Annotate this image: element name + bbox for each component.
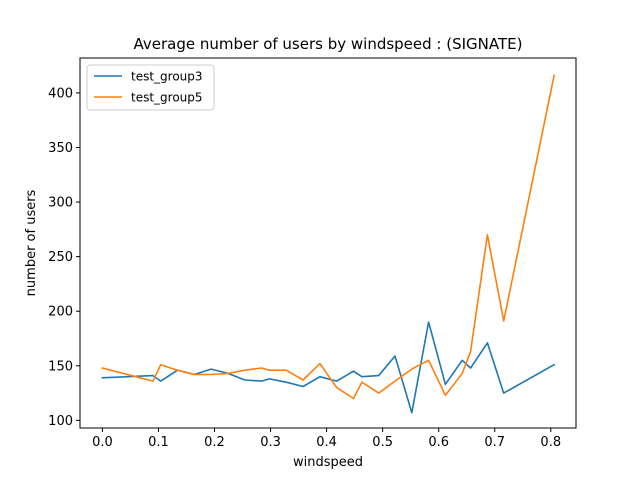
y-axis-label: number of users xyxy=(24,189,39,296)
x-tick-label: 0.4 xyxy=(316,435,337,450)
y-tick-label: 400 xyxy=(48,86,73,101)
legend-label-test_group3: test_group3 xyxy=(131,70,203,84)
x-tick-label: 0.5 xyxy=(372,435,393,450)
x-axis: 0.0 0.1 0.2 0.3 0.4 0.5 0.6 0.7 0.8 xyxy=(92,428,561,450)
x-tick-label: 0.7 xyxy=(484,435,505,450)
x-tick-label: 0.0 xyxy=(92,435,113,450)
y-tick-label: 300 xyxy=(48,196,73,211)
y-tick-label: 250 xyxy=(48,250,73,265)
y-tick-label: 150 xyxy=(48,359,73,374)
plot-frame xyxy=(79,57,577,429)
y-tick-label: 100 xyxy=(48,414,73,429)
y-tick-label: 200 xyxy=(48,305,73,320)
x-axis-label: windspeed xyxy=(293,455,363,470)
legend-label-test_group5: test_group5 xyxy=(131,91,203,105)
series-line-test_group5 xyxy=(101,74,556,400)
series-line-test_group3 xyxy=(101,321,556,414)
x-tick-label: 0.1 xyxy=(148,435,169,450)
x-tick-label: 0.6 xyxy=(428,435,449,450)
y-tick-label: 350 xyxy=(48,141,73,156)
x-tick-label: 0.8 xyxy=(540,435,561,450)
y-axis: 100 150 200 250 300 350 400 xyxy=(48,86,80,429)
x-tick-label: 0.2 xyxy=(204,435,225,450)
plot-lines xyxy=(101,74,556,414)
x-tick-label: 0.3 xyxy=(260,435,281,450)
legend: test_group3 test_group5 xyxy=(86,64,215,111)
chart-title: Average number of users by windspeed : (… xyxy=(134,35,523,53)
